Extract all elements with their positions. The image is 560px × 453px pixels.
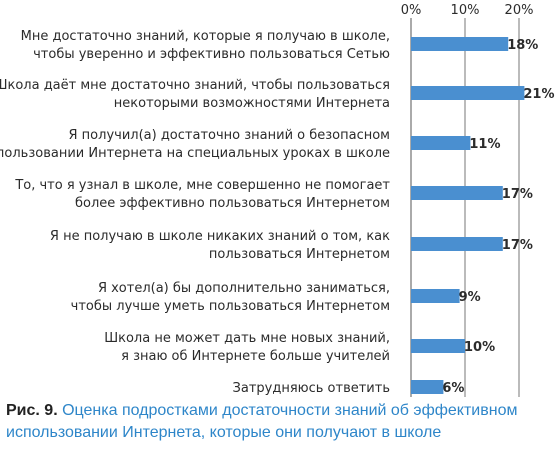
bar — [411, 237, 503, 251]
category-label: Затрудняюсь ответить — [233, 381, 390, 396]
category-label: Школа не может дать мне новых знаний, я з… — [104, 331, 390, 364]
bar — [411, 136, 471, 150]
category-label-line: Мне достаточно знаний, которые я получаю… — [21, 29, 390, 44]
category-label-line: Я хотел(а) бы дополнительно заниматься, — [98, 281, 390, 296]
value-labels: 18% 21% 11% 17% 17% 9% 10% 6% — [442, 38, 554, 396]
data-label: 18% — [507, 38, 538, 53]
bar — [411, 339, 465, 353]
category-label-line: пользоваться Интернетом — [209, 247, 390, 262]
bar — [411, 186, 503, 200]
data-label: 17% — [502, 238, 533, 253]
category-label-line: Школа не может дать мне новых знаний, — [104, 331, 390, 346]
category-label-line: То, что я узнал в школе, мне совершенно … — [14, 178, 390, 193]
category-label-line: Я не получаю в школе никаких знаний о то… — [50, 229, 390, 244]
x-tick-label: 10% — [451, 3, 480, 18]
data-label: 17% — [502, 187, 533, 202]
category-label-line: Затрудняюсь ответить — [233, 381, 390, 396]
bar — [411, 289, 460, 303]
bar — [411, 37, 509, 51]
data-label: 9% — [459, 290, 481, 305]
category-label-line: чтобы лучше уметь пользоваться Интернето… — [71, 299, 390, 314]
data-label: 6% — [442, 381, 464, 396]
category-labels: Мне достаточно знаний, которые я получаю… — [0, 29, 390, 396]
bar-chart: 0% 10% 20% Мне достаточно знаний, которые … — [0, 3, 555, 397]
figure-caption: Рис. 9. Оценка подростками достаточности… — [6, 400, 554, 444]
bars — [411, 37, 525, 394]
data-label: 10% — [464, 340, 495, 355]
category-label-line: чтобы уверенно и эффективно пользоваться… — [33, 47, 390, 62]
figure-caption-text: Оценка подростками достаточности знаний … — [6, 402, 518, 441]
x-axis-ticks: 0% 10% 20% — [401, 3, 534, 18]
category-label: Мне достаточно знаний, которые я получаю… — [21, 29, 390, 62]
category-label: Школа даёт мне достаточно знаний, чтобы … — [0, 78, 390, 111]
category-label: То, что я узнал в школе, мне совершенно … — [14, 178, 390, 211]
category-label: Я хотел(а) бы дополнительно заниматься, ч… — [71, 281, 390, 314]
category-label-line: некоторыми возможностями Интернета — [114, 96, 390, 111]
x-tick-label: 20% — [505, 3, 534, 18]
bar — [411, 380, 444, 394]
data-label: 11% — [469, 137, 500, 152]
figure-number: Рис. 9. — [6, 402, 58, 419]
category-label: Я получил(а) достаточно знаний о безопас… — [0, 128, 390, 161]
x-tick-label: 0% — [401, 3, 422, 18]
category-label-line: более эффективно пользоваться Интернетом — [75, 196, 390, 211]
data-label: 21% — [523, 87, 554, 102]
category-label-line: использовании Интернета на специальных у… — [0, 146, 390, 161]
category-label-line: Школа даёт мне достаточно знаний, чтобы … — [0, 78, 390, 93]
category-label-line: я знаю об Интернете больше учителей — [121, 349, 390, 364]
bar — [411, 86, 525, 100]
category-label: Я не получаю в школе никаких знаний о то… — [50, 229, 390, 262]
category-label-line: Я получил(а) достаточно знаний о безопас… — [69, 128, 390, 143]
gridlines — [410, 18, 520, 397]
